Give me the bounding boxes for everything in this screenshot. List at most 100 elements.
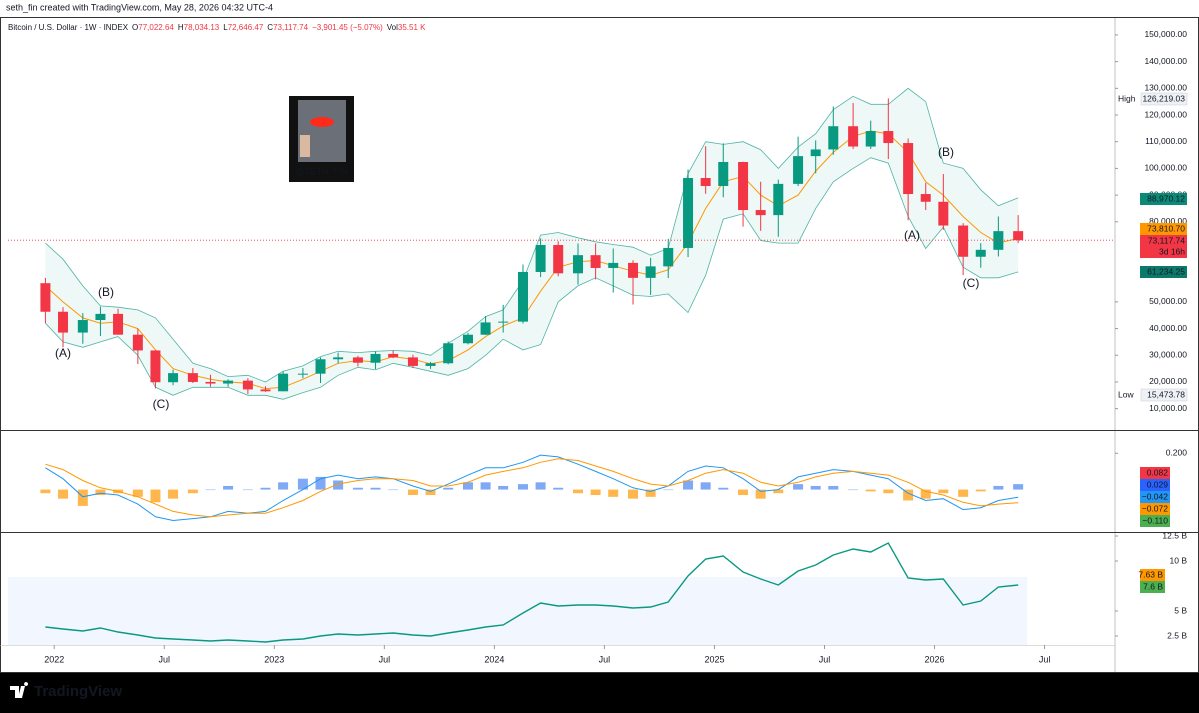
wave-label: (C)	[963, 276, 980, 290]
extreme-value: 15,473.78	[1147, 389, 1185, 399]
value-area	[8, 577, 1027, 645]
indicator-line	[45, 87, 1019, 383]
value-tag-label: 0.029	[1147, 479, 1169, 489]
candle-body	[517, 271, 528, 322]
histogram-bar	[590, 489, 601, 496]
candle-body	[278, 373, 289, 392]
candle-body	[1013, 231, 1024, 241]
price-tag	[1140, 235, 1187, 247]
histogram-bar	[755, 489, 766, 499]
histogram-bar	[975, 489, 986, 492]
candle-body	[700, 178, 711, 187]
x-tick-label: 2024	[484, 654, 504, 664]
histogram-bar	[993, 485, 1004, 490]
histogram-bar	[683, 480, 694, 490]
extreme-key: Low	[1118, 389, 1134, 399]
candle-body	[333, 357, 344, 360]
y-tick-label: 12.5 B	[1162, 530, 1187, 540]
histogram-bar	[352, 487, 363, 490]
histogram-bar	[168, 489, 179, 499]
histogram-bar	[920, 489, 931, 499]
legend: Bitcoin / U.S. Dollar · 1W · INDEX O77,02…	[8, 23, 426, 32]
histogram-bar	[205, 489, 216, 491]
candle-body	[498, 321, 509, 323]
histogram-bar	[77, 489, 88, 506]
ohlc-value: 78,034.13	[184, 23, 220, 32]
candle-body	[260, 389, 271, 392]
histogram-bar	[938, 489, 949, 494]
candle-body	[315, 359, 326, 374]
histogram-bar	[883, 489, 894, 494]
histogram-bar	[865, 489, 876, 492]
footer	[0, 673, 1199, 713]
candle-body	[223, 380, 234, 384]
candle-body	[628, 262, 639, 278]
histogram-bar	[1013, 484, 1024, 490]
ohlc-value: 72,646.47	[228, 23, 264, 32]
value-tag-label: −0.042	[1142, 491, 1169, 501]
value-tag-label: 7.6 B	[1143, 581, 1163, 591]
histogram-bar	[793, 484, 804, 490]
candle-body	[242, 380, 253, 390]
histogram-bar	[278, 482, 289, 490]
candle-body	[810, 149, 821, 157]
candle-body	[205, 381, 216, 384]
value-tag	[1140, 479, 1170, 491]
candle-body	[370, 353, 381, 363]
price-tag	[1140, 266, 1187, 278]
x-tick-label: Jul	[819, 654, 831, 664]
x-tick-label: 2026	[925, 654, 945, 664]
value-tag	[1140, 581, 1165, 593]
histogram-bar	[462, 482, 473, 490]
extreme-box	[1140, 92, 1188, 106]
value-tag-label: 7.63 B	[1138, 569, 1163, 579]
price-tag	[1140, 246, 1187, 258]
histogram-bar	[498, 485, 509, 490]
candle-body	[150, 350, 161, 383]
histogram-bar	[738, 489, 749, 496]
ohlc-key: H	[178, 23, 184, 32]
candle-body	[480, 322, 491, 335]
candle-body	[77, 320, 88, 333]
wave-label: (B)	[938, 145, 954, 159]
wave-label: (A)	[55, 346, 71, 360]
candle-body	[755, 210, 766, 216]
histogram-bar	[480, 482, 491, 490]
histogram-bar	[663, 489, 674, 491]
y-tick-label: 50,000.00	[1149, 296, 1187, 306]
candle-body	[297, 373, 308, 375]
y-tick-label: 40,000.00	[1149, 323, 1187, 333]
change: −3,901.45 (−5.07%)	[312, 23, 383, 32]
brand-name: TradingView	[34, 683, 122, 700]
price-tag-label: 73,117.74	[1148, 235, 1185, 245]
volume-value: 35.51 K	[398, 23, 426, 32]
candle-body	[535, 245, 546, 272]
candle-body	[848, 126, 859, 147]
price-tag-label: 88,970.12	[1147, 193, 1185, 203]
histogram-bar	[848, 489, 859, 491]
candle-body	[718, 162, 729, 187]
extreme-box	[1140, 388, 1188, 402]
candle-body	[573, 255, 584, 274]
histogram-bar	[40, 489, 51, 494]
y-tick-label: 2.5 B	[1167, 630, 1187, 640]
x-tick-label: Jul	[379, 654, 391, 664]
histogram-bar	[535, 482, 546, 490]
y-tick-label: 110,000.00	[1145, 136, 1187, 146]
ohlc-value: 73,117.74	[273, 23, 309, 32]
value-tag-label: −0.110	[1142, 515, 1168, 525]
candle-body	[132, 334, 143, 351]
candle-body	[958, 225, 969, 257]
y-tick-label: 100,000.00	[1144, 163, 1187, 173]
histogram-bar	[260, 487, 271, 490]
extreme-value: 126,219.03	[1142, 93, 1185, 103]
y-tick-label: 130,000.00	[1144, 83, 1187, 93]
histogram-bar	[608, 489, 619, 497]
candle-body	[793, 156, 804, 184]
candle-body	[590, 255, 601, 268]
indicator-line	[45, 157, 1019, 400]
wave-label: (A)	[904, 228, 920, 242]
candle-body	[903, 143, 914, 195]
